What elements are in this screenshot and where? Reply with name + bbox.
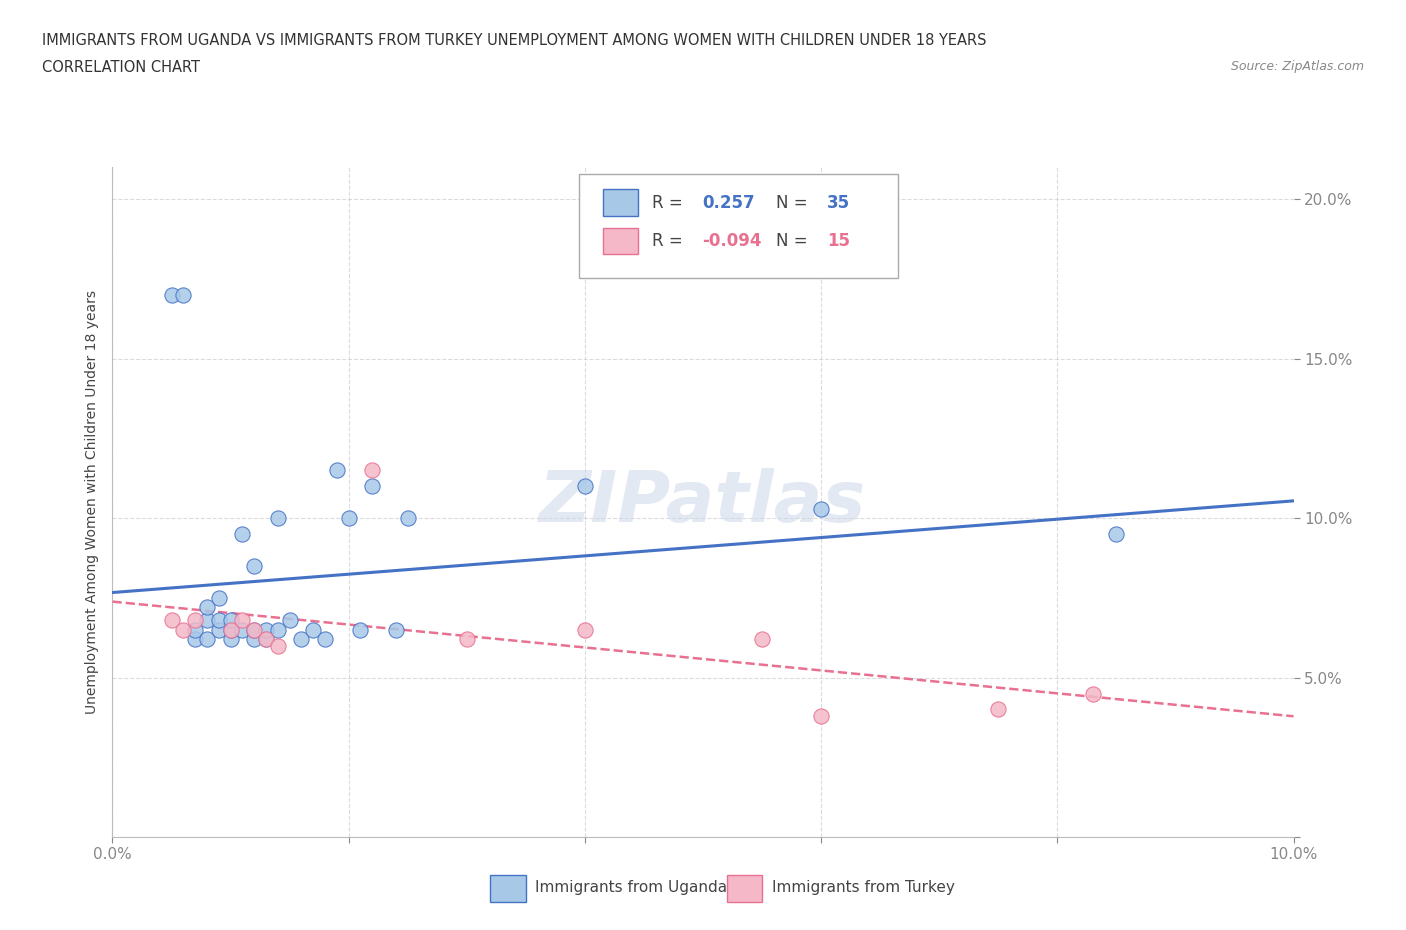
Point	[302, 622, 325, 637]
Text: IMMIGRANTS FROM UGANDA VS IMMIGRANTS FROM TURKEY UNEMPLOYMENT AMONG WOMEN WITH C: IMMIGRANTS FROM UGANDA VS IMMIGRANTS FRO…	[42, 33, 987, 47]
Text: N =: N =	[776, 193, 813, 212]
Point	[337, 511, 360, 525]
Text: Source: ZipAtlas.com: Source: ZipAtlas.com	[1230, 60, 1364, 73]
Point	[574, 622, 596, 637]
Point	[361, 463, 384, 478]
Point	[278, 613, 301, 628]
Point	[208, 622, 231, 637]
Point	[172, 622, 194, 637]
Point	[184, 622, 207, 637]
Point	[254, 631, 277, 646]
Point	[326, 463, 349, 478]
Point	[254, 631, 277, 646]
Point	[254, 622, 277, 637]
Text: R =: R =	[652, 193, 688, 212]
Text: 0.257: 0.257	[702, 193, 755, 212]
Point	[385, 622, 408, 637]
Y-axis label: Unemployment Among Women with Children Under 18 years: Unemployment Among Women with Children U…	[84, 290, 98, 714]
Point	[243, 622, 266, 637]
Point	[456, 631, 478, 646]
FancyBboxPatch shape	[603, 228, 638, 255]
Point	[172, 287, 194, 302]
Point	[396, 511, 419, 525]
Point	[160, 613, 183, 628]
Point	[184, 631, 207, 646]
Point	[195, 631, 218, 646]
Point	[195, 613, 218, 628]
Point	[349, 622, 371, 637]
Point	[219, 613, 242, 628]
Point	[810, 501, 832, 516]
Point	[231, 622, 253, 637]
Point	[574, 479, 596, 494]
FancyBboxPatch shape	[727, 875, 762, 902]
Point	[219, 631, 242, 646]
Point	[290, 631, 312, 646]
FancyBboxPatch shape	[491, 875, 526, 902]
Text: Immigrants from Turkey: Immigrants from Turkey	[772, 880, 955, 895]
Text: ZIPatlas: ZIPatlas	[540, 468, 866, 537]
Text: 15: 15	[827, 232, 851, 250]
Text: R =: R =	[652, 232, 688, 250]
Point	[267, 638, 290, 653]
Text: 35: 35	[827, 193, 851, 212]
Point	[243, 622, 266, 637]
Point	[160, 287, 183, 302]
Point	[314, 631, 336, 646]
Text: N =: N =	[776, 232, 813, 250]
Point	[243, 631, 266, 646]
Text: CORRELATION CHART: CORRELATION CHART	[42, 60, 200, 75]
FancyBboxPatch shape	[579, 174, 898, 278]
Point	[361, 479, 384, 494]
Point	[1081, 686, 1104, 701]
Point	[810, 709, 832, 724]
Text: -0.094: -0.094	[702, 232, 761, 250]
Point	[219, 622, 242, 637]
Point	[208, 591, 231, 605]
Text: Immigrants from Uganda: Immigrants from Uganda	[536, 880, 727, 895]
Point	[219, 622, 242, 637]
Point	[1105, 526, 1128, 541]
Point	[751, 631, 773, 646]
Point	[243, 559, 266, 574]
Point	[267, 622, 290, 637]
FancyBboxPatch shape	[603, 190, 638, 217]
Point	[231, 613, 253, 628]
Point	[208, 613, 231, 628]
Point	[267, 511, 290, 525]
Point	[184, 613, 207, 628]
Point	[987, 702, 1010, 717]
Point	[195, 600, 218, 615]
Point	[231, 526, 253, 541]
